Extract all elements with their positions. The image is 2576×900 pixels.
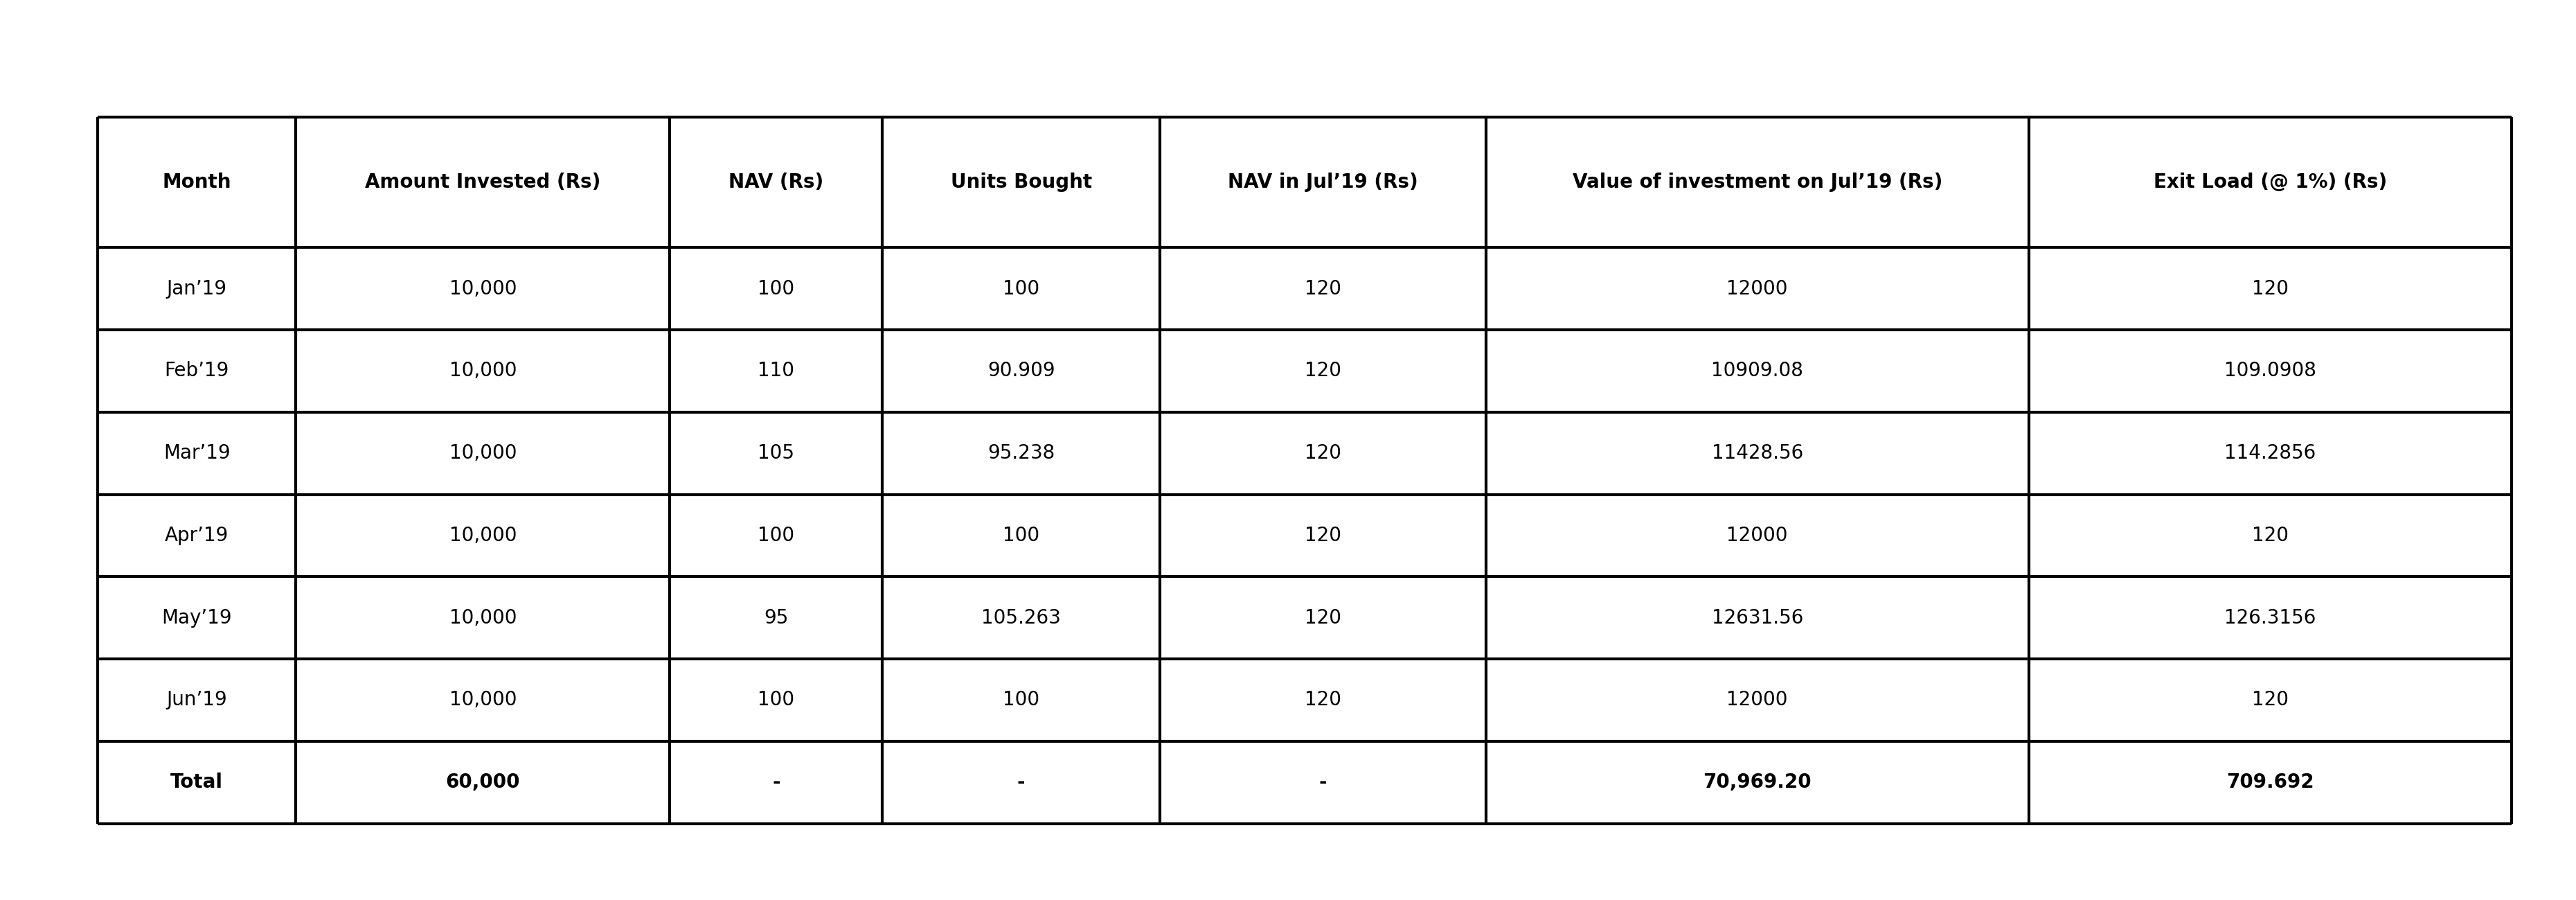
Text: 120: 120 xyxy=(1303,361,1342,381)
Text: Units Bought: Units Bought xyxy=(951,173,1092,192)
Text: 10,000: 10,000 xyxy=(448,526,518,545)
Text: Jan’19: Jan’19 xyxy=(167,279,227,298)
Text: 100: 100 xyxy=(1002,279,1041,298)
Text: 114.2856: 114.2856 xyxy=(2226,444,2316,463)
Text: Month: Month xyxy=(162,173,232,192)
Text: 10,000: 10,000 xyxy=(448,690,518,710)
Text: Jun’19: Jun’19 xyxy=(167,690,227,710)
Text: 12000: 12000 xyxy=(1726,526,1788,545)
Text: 11428.56: 11428.56 xyxy=(1710,444,1803,463)
Text: 12000: 12000 xyxy=(1726,690,1788,710)
Text: 100: 100 xyxy=(1002,690,1041,710)
Text: 120: 120 xyxy=(1303,690,1342,710)
Text: 10,000: 10,000 xyxy=(448,444,518,463)
Text: 12631.56: 12631.56 xyxy=(1710,608,1803,627)
Text: NAV in Jul’19 (Rs): NAV in Jul’19 (Rs) xyxy=(1229,173,1417,192)
Text: 100: 100 xyxy=(1002,526,1041,545)
Text: Exit Load (@ 1%) (Rs): Exit Load (@ 1%) (Rs) xyxy=(2154,173,2388,192)
Text: 109.0908: 109.0908 xyxy=(2223,361,2316,381)
Text: 10,000: 10,000 xyxy=(448,361,518,381)
Text: 100: 100 xyxy=(757,279,793,298)
Text: 70,969.20: 70,969.20 xyxy=(1703,773,1811,792)
Text: Mar’19: Mar’19 xyxy=(162,444,229,463)
Text: 90.909: 90.909 xyxy=(987,361,1056,381)
Text: 10,000: 10,000 xyxy=(448,608,518,627)
Text: 100: 100 xyxy=(757,690,793,710)
Text: Total: Total xyxy=(170,773,224,792)
Text: Feb’19: Feb’19 xyxy=(165,361,229,381)
Text: 60,000: 60,000 xyxy=(446,773,520,792)
Text: Amount Invested (Rs): Amount Invested (Rs) xyxy=(366,173,600,192)
Text: 105: 105 xyxy=(757,444,793,463)
Text: 126.3156: 126.3156 xyxy=(2226,608,2316,627)
Text: 105.263: 105.263 xyxy=(981,608,1061,627)
Text: -: - xyxy=(1018,773,1025,792)
Text: 120: 120 xyxy=(2251,279,2287,298)
Text: NAV (Rs): NAV (Rs) xyxy=(729,173,824,192)
Text: Apr’19: Apr’19 xyxy=(165,526,229,545)
Text: 120: 120 xyxy=(1303,279,1342,298)
Text: 110: 110 xyxy=(757,361,793,381)
Text: 10,000: 10,000 xyxy=(448,279,518,298)
Text: 95.238: 95.238 xyxy=(987,444,1054,463)
Text: Value of investment on Jul’19 (Rs): Value of investment on Jul’19 (Rs) xyxy=(1571,173,1942,192)
Text: 120: 120 xyxy=(1303,526,1342,545)
Text: -: - xyxy=(1319,773,1327,792)
Text: 120: 120 xyxy=(2251,526,2287,545)
Text: -: - xyxy=(773,773,781,792)
Text: May’19: May’19 xyxy=(162,608,232,627)
Text: 10909.08: 10909.08 xyxy=(1710,361,1803,381)
Text: 12000: 12000 xyxy=(1726,279,1788,298)
Text: 120: 120 xyxy=(1303,608,1342,627)
Text: 120: 120 xyxy=(1303,444,1342,463)
Text: 100: 100 xyxy=(757,526,793,545)
Text: 709.692: 709.692 xyxy=(2226,773,2313,792)
Text: 95: 95 xyxy=(765,608,788,627)
Text: 120: 120 xyxy=(2251,690,2287,710)
